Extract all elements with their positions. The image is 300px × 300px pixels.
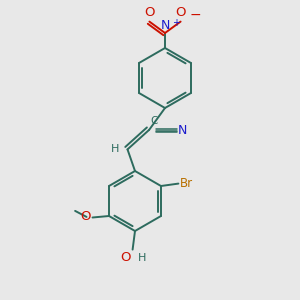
Text: H: H — [138, 253, 146, 263]
Text: N: N — [161, 20, 171, 32]
Text: O: O — [175, 6, 186, 19]
Text: +: + — [172, 18, 180, 28]
Text: C: C — [150, 116, 158, 126]
Text: −: − — [190, 8, 201, 22]
Text: O: O — [80, 210, 91, 223]
Text: Br: Br — [180, 177, 193, 190]
Text: O: O — [144, 6, 155, 19]
Text: O: O — [121, 251, 131, 264]
Text: H: H — [111, 144, 119, 154]
Text: N: N — [178, 124, 188, 137]
